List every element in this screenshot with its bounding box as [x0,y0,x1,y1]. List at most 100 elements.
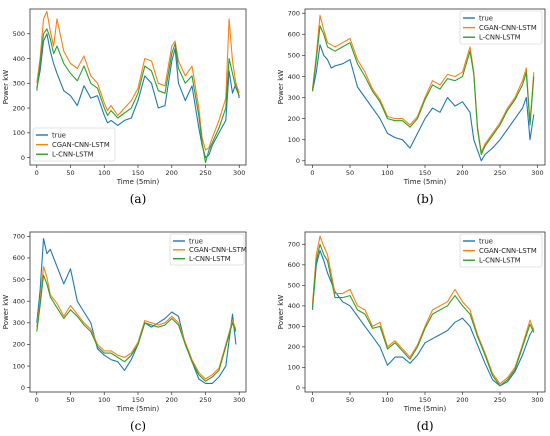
y-axis-label: Power kW [2,295,10,329]
x-tick-label: 200 [456,169,468,177]
y-tick-label: 600 [13,254,25,262]
x-tick-label: 0 [35,169,39,177]
x-tick-label: 50 [346,169,354,177]
y-tick-label: 400 [13,297,25,305]
y-tick-label: 700 [288,241,300,249]
y-tick-label: 200 [288,115,300,123]
legend-box [459,10,543,45]
panel-caption: (a) [130,192,147,206]
y-axis-label: Power kW [277,70,285,104]
legend-label: CGAN-CNN-LSTM [52,141,110,149]
legend-box [459,233,543,268]
y-tick-label: 300 [13,319,25,327]
x-tick-label: 300 [233,396,245,404]
y-axis-label: Power kW [2,70,10,104]
y-tick-label: 100 [288,364,300,372]
x-tick-label: 300 [233,169,245,177]
legend-label: L-CNN-LSTM [479,34,521,42]
legend-label: true [479,14,493,22]
y-tick-label: 200 [288,343,300,351]
y-tick-label: 500 [13,30,25,38]
x-axis-label: Time (5min) [116,405,160,413]
y-tick-label: 300 [13,80,25,88]
y-tick-label: 0 [21,384,25,392]
x-tick-label: 150 [132,169,144,177]
y-tick-label: 200 [13,341,25,349]
series-line-1 [36,10,240,151]
legend-label: true [479,237,493,245]
x-tick-label: 200 [166,396,178,404]
x-tick-label: 250 [494,169,506,177]
x-tick-label: 150 [132,396,144,404]
y-tick-label: 500 [288,282,300,290]
y-tick-label: 600 [288,31,300,39]
x-tick-label: 0 [310,396,314,404]
chart-panel-4: 0 50 100 150 200 250 300 0 100 200 300 400 500 600 700… [277,231,546,433]
x-tick-label: 50 [346,396,354,404]
x-tick-label: 200 [456,396,468,404]
series-line-2 [311,25,535,156]
series-line-2 [36,274,237,382]
y-tick-label: 700 [13,233,25,241]
legend-label: true [52,131,66,139]
legend-label: CGAN-CNN-LSTM [479,24,537,32]
x-tick-label: 0 [35,396,39,404]
series-line-1 [36,266,237,380]
series-line-1 [311,235,535,385]
y-axis-label: Power kW [277,295,285,329]
x-tick-label: 200 [166,169,178,177]
legend-label: true [189,237,203,245]
y-tick-label: 100 [288,136,300,144]
series-line-0 [36,33,240,159]
y-tick-label: 300 [288,323,300,331]
y-tick-label: 100 [13,362,25,370]
panel-caption: (c) [130,419,146,433]
y-tick-label: 300 [288,94,300,102]
legend-label: L-CNN-LSTM [189,255,231,263]
legend-box [169,233,245,266]
y-tick-label: 0 [296,384,300,392]
y-tick-label: 500 [288,52,300,60]
x-axis-label: Time (5min) [116,178,160,186]
x-tick-label: 100 [381,396,393,404]
x-tick-label: 0 [310,169,314,177]
chart-panel-3: 0 50 100 150 200 250 300 0 100 200 300 400 500 600 700… [2,231,247,433]
legend-label: CGAN-CNN-LSTM [479,247,537,255]
y-tick-label: 500 [13,276,25,284]
series-line-0 [36,237,237,384]
y-tick-label: 400 [288,73,300,81]
series-line-1 [311,14,535,153]
x-tick-label: 300 [531,169,543,177]
x-tick-label: 50 [66,396,74,404]
y-tick-label: 0 [296,157,300,165]
legend-label: L-CNN-LSTM [52,151,94,159]
x-tick-label: 300 [531,396,543,404]
chart-panel-2: 0 50 100 150 200 250 300 0 100 200 300 400 500 600 700… [277,8,546,206]
series-line-0 [311,44,535,162]
x-tick-label: 100 [381,169,393,177]
panel-caption: (d) [416,419,433,433]
x-tick-label: 250 [494,396,506,404]
legend-label: CGAN-CNN-LSTM [189,246,247,254]
x-axis-label: Time (5min) [403,405,447,413]
legend-box [32,127,116,162]
x-tick-label: 150 [419,169,431,177]
y-tick-label: 0 [21,154,25,162]
y-tick-label: 700 [288,10,300,18]
series-line-0 [311,249,535,387]
y-tick-label: 400 [288,302,300,310]
x-tick-label: 250 [199,396,211,404]
series-line-2 [36,28,240,164]
x-tick-label: 100 [98,169,110,177]
y-tick-label: 200 [13,104,25,112]
panel-caption: (b) [416,192,433,206]
y-tick-label: 600 [288,261,300,269]
y-tick-label: 100 [13,129,25,137]
chart-panel-1: 0 50 100 150 200 250 300 0 100 200 300 400 500 Time (… [2,8,247,206]
x-tick-label: 100 [98,396,110,404]
x-axis-label: Time (5min) [403,178,447,186]
series-line-2 [311,243,535,387]
x-tick-label: 250 [199,169,211,177]
y-tick-label: 400 [13,55,25,63]
